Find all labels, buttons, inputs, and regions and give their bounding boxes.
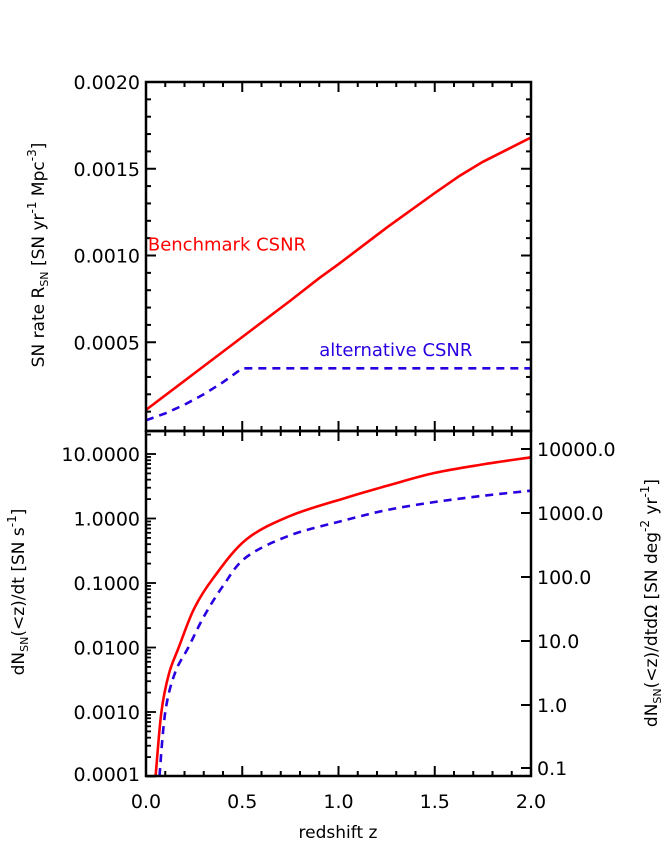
- top-y-tick-labels: 0.0005 0.0010 0.0015 0.0020: [74, 72, 140, 354]
- benchmark-annotation: Benchmark CSNR: [148, 234, 306, 255]
- y-tick-label: 0.0100: [74, 638, 140, 660]
- y-tick-label: 0.0020: [74, 72, 140, 94]
- bottom-right-y-tick-labels: 0.1 1.0 10.0 100.0 1000.0 10000.0: [537, 439, 616, 780]
- bottom-plot-frame: [144, 429, 533, 778]
- top-plot-frame: [144, 80, 533, 433]
- right-y-tick-label: 0.1: [537, 758, 567, 780]
- x-tick-label: 2.0: [516, 791, 546, 813]
- x-tick-label: 0.0: [131, 791, 161, 813]
- benchmark-csnr-line: [145, 136, 532, 411]
- bottom-axis-ticks: [145, 431, 532, 778]
- y-tick-label: 10.0000: [61, 444, 140, 466]
- y-tick-label: 0.0015: [74, 159, 140, 181]
- x-tick-label: 0.5: [227, 791, 257, 813]
- right-y-tick-label: 1.0: [537, 695, 567, 717]
- x-axis-title: redshift z: [299, 823, 378, 843]
- right-y-tick-label: 100.0: [537, 567, 591, 589]
- y-tick-label: 1.0000: [74, 509, 140, 531]
- bottom-right-y-axis-title: dNSN(<z)/dtdΩ [SN deg-2 yr-1]: [638, 479, 664, 727]
- y-tick-label: 0.1000: [74, 573, 140, 595]
- alternative-csnr-line: [145, 367, 531, 422]
- top-plot-lines: [145, 136, 532, 422]
- right-y-tick-label: 1000.0: [537, 503, 603, 525]
- alternative-annotation: alternative CSNR: [319, 340, 472, 361]
- y-tick-label: 0.0005: [74, 332, 140, 354]
- x-tick-label: 1.0: [323, 791, 353, 813]
- bottom-panel: 0.0001 0.0010 0.0100 0.1000 1.0000 10.0000 0.…: [5, 429, 664, 843]
- y-tick-label: 0.0001: [74, 764, 140, 786]
- top-axis-ticks: [145, 81, 532, 431]
- right-y-tick-label: 10000.0: [537, 439, 616, 461]
- y-tick-label: 0.0010: [74, 702, 140, 724]
- top-y-axis-title: SN rate RSN [SN yr-1 Mpc-3]: [25, 143, 51, 368]
- alternative-csnr-line: [158, 489, 532, 777]
- right-y-tick-label: 10.0: [537, 631, 579, 653]
- bottom-y-axis-title: dNSN(<z)/dt [SN s-1]: [5, 509, 31, 676]
- bottom-y-tick-labels: 0.0001 0.0010 0.0100 0.1000 1.0000 10.0000: [61, 444, 140, 786]
- bottom-plot-lines: [154, 456, 532, 777]
- benchmark-csnr-line: [154, 456, 532, 777]
- y-tick-label: 0.0010: [74, 246, 140, 268]
- x-tick-labels: 0.0 0.5 1.0 1.5 2.0: [131, 791, 546, 813]
- x-tick-label: 1.5: [420, 791, 450, 813]
